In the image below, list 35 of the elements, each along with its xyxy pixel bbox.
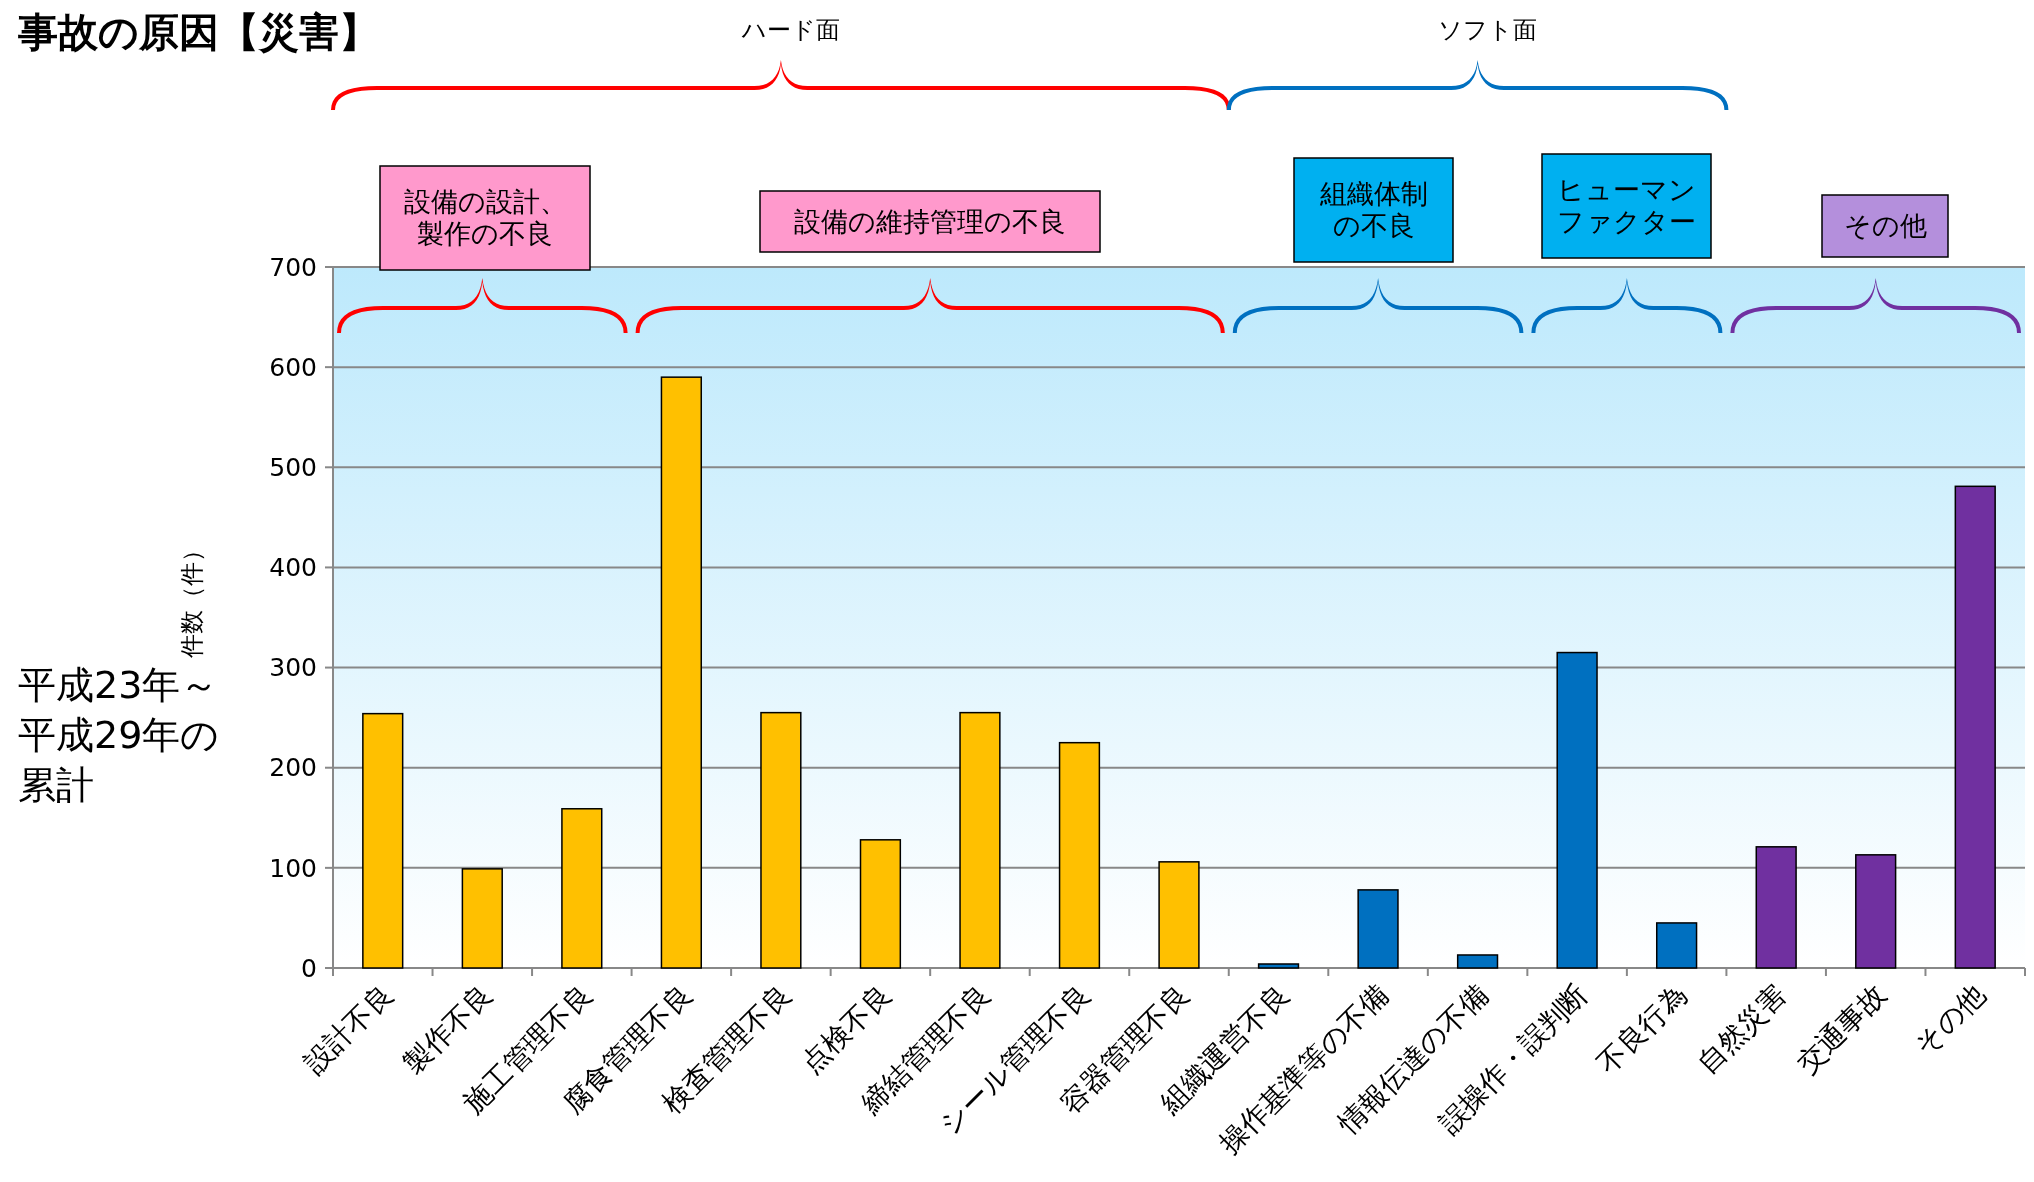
text: ヒューマンファクター	[1557, 174, 1696, 238]
text: ソフト面	[1438, 16, 1538, 44]
bar	[1755, 846, 1797, 969]
y-tick-label: 400	[269, 553, 317, 583]
x-tick-label: その他	[1908, 977, 1993, 1062]
bar	[1456, 954, 1499, 969]
y-tick-label: 500	[269, 453, 317, 483]
y-axis-title: 件数（件）	[178, 537, 206, 658]
y-tick-label: 600	[269, 352, 317, 382]
bar	[859, 839, 902, 969]
text: 組織体制の不良	[1318, 178, 1428, 242]
y-tick-label: 300	[269, 653, 317, 683]
y-tick-label: 100	[269, 853, 317, 883]
bar	[660, 376, 703, 969]
chart-title: 事故の原因【災害】	[17, 9, 379, 55]
bar	[1556, 651, 1598, 969]
bar	[1954, 485, 1996, 969]
bar	[760, 711, 802, 969]
y-tick-label: 700	[269, 252, 317, 282]
y-tick-label: 200	[269, 753, 317, 783]
text: ハード面	[740, 16, 840, 44]
bar	[561, 808, 603, 969]
bar	[1158, 861, 1200, 969]
text: 平成23年～平成29年の累計	[18, 663, 220, 807]
bar	[362, 712, 404, 969]
bar	[1058, 741, 1101, 969]
bar	[461, 868, 503, 969]
text: 設備の設計、製作の不良	[403, 186, 567, 250]
bar	[959, 711, 1001, 969]
bar	[1855, 854, 1897, 969]
bar	[1357, 889, 1399, 969]
text: その他	[1843, 210, 1927, 242]
bar	[1655, 922, 1698, 969]
text: 設備の維持管理の不良	[794, 205, 1066, 237]
bar	[1257, 963, 1300, 969]
